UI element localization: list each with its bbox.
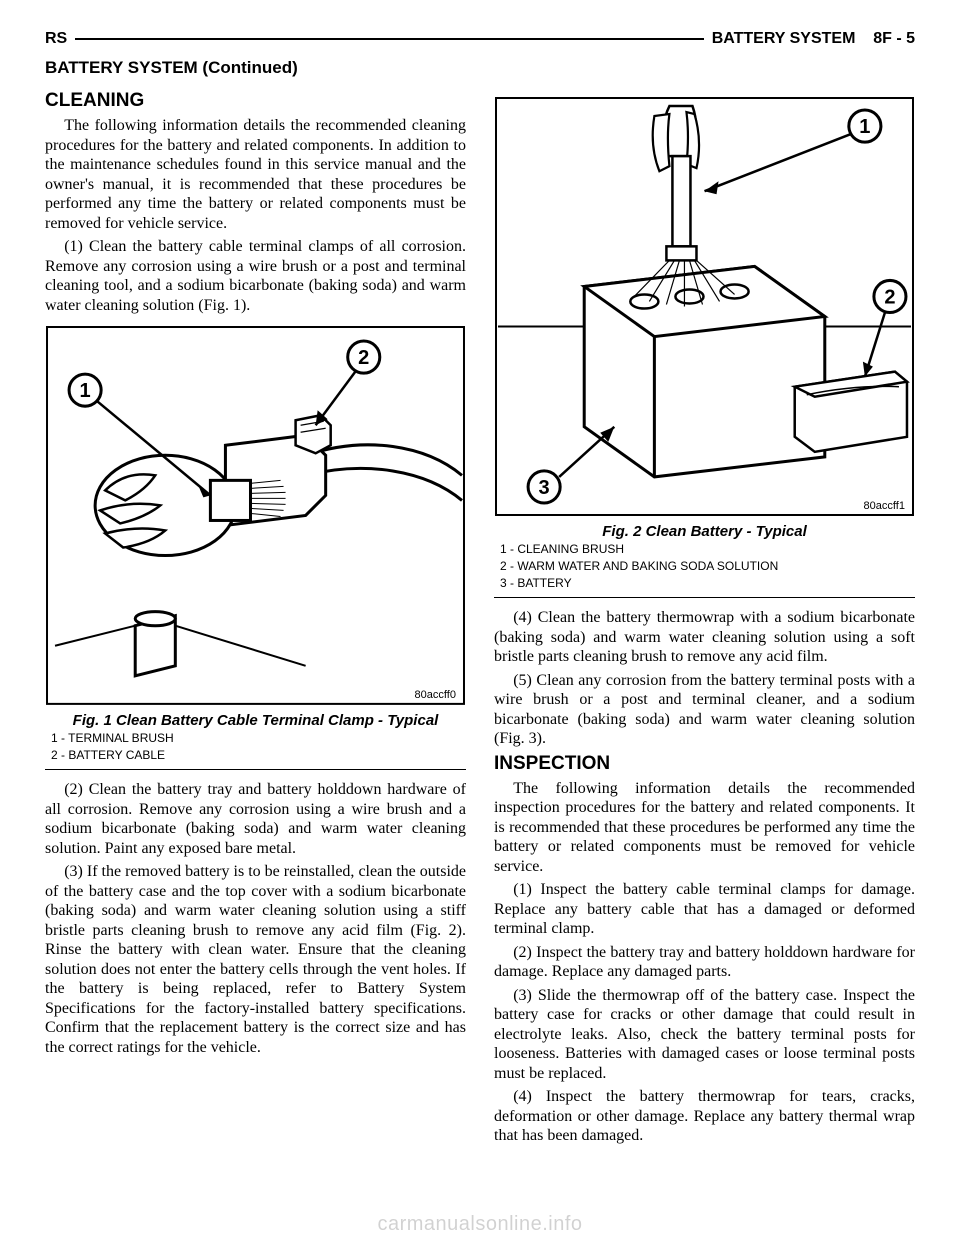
cleaning-heading: CLEANING: [45, 90, 466, 112]
figure-1: 1 2 80accff0 Fig. 1 Clean Battery Cable …: [45, 325, 466, 770]
header-left: RS: [45, 30, 67, 48]
figure-1-legend-2: 2 - BATTERY CABLE: [51, 748, 466, 763]
figure-1-caption: Fig. 1 Clean Battery Cable Terminal Clam…: [45, 712, 466, 729]
figure-2: 1 2 3 80accff1 Fig. 2 Clean Batt: [494, 96, 915, 598]
figure-rule: [45, 769, 466, 770]
svg-text:80accff0: 80accff0: [415, 689, 456, 701]
body-paragraph: (4) Inspect the battery thermowrap for t…: [494, 1087, 915, 1146]
svg-text:1: 1: [859, 116, 870, 138]
inspection-heading: INSPECTION: [494, 753, 915, 775]
body-paragraph: (2) Clean the battery tray and battery h…: [45, 780, 466, 858]
svg-text:3: 3: [539, 477, 550, 499]
svg-text:2: 2: [358, 347, 369, 369]
figure-2-caption: Fig. 2 Clean Battery - Typical: [494, 523, 915, 540]
body-paragraph: (3) If the removed battery is to be rein…: [45, 862, 466, 1057]
body-paragraph: (3) Slide the thermowrap off of the batt…: [494, 986, 915, 1084]
page-header: RS BATTERY SYSTEM 8F - 5: [45, 30, 915, 48]
figure-2-legend-2: 2 - WARM WATER AND BAKING SODA SOLUTION: [500, 559, 915, 574]
header-right: BATTERY SYSTEM 8F - 5: [712, 30, 915, 48]
figure-rule: [494, 597, 915, 598]
right-column: 1 2 3 80accff1 Fig. 2 Clean Batt: [494, 86, 915, 1150]
section-continued: BATTERY SYSTEM (Continued): [45, 58, 915, 78]
body-paragraph: The following information details the re…: [494, 779, 915, 877]
figure-2-legend-3: 3 - BATTERY: [500, 576, 915, 591]
watermark: carmanualsonline.info: [0, 1213, 960, 1236]
figure-1-legend-1: 1 - TERMINAL BRUSH: [51, 731, 466, 746]
svg-text:1: 1: [80, 380, 91, 402]
body-paragraph: (5) Clean any corrosion from the battery…: [494, 671, 915, 749]
figure-1-illustration: 1 2 80accff0: [45, 325, 466, 706]
body-paragraph: The following information details the re…: [45, 116, 466, 233]
body-paragraph: (4) Clean the battery thermowrap with a …: [494, 608, 915, 667]
body-paragraph: (2) Inspect the battery tray and battery…: [494, 943, 915, 982]
left-column: CLEANING The following information detai…: [45, 86, 466, 1150]
content-columns: CLEANING The following information detai…: [45, 86, 915, 1150]
header-rule: [75, 38, 703, 40]
svg-text:80accff1: 80accff1: [864, 500, 905, 512]
body-paragraph: (1) Clean the battery cable terminal cla…: [45, 237, 466, 315]
manual-page: RS BATTERY SYSTEM 8F - 5 BATTERY SYSTEM …: [0, 0, 960, 1242]
body-paragraph: (1) Inspect the battery cable terminal c…: [494, 880, 915, 939]
figure-2-illustration: 1 2 3 80accff1: [494, 96, 915, 517]
figure-2-legend-1: 1 - CLEANING BRUSH: [500, 542, 915, 557]
svg-text:2: 2: [884, 286, 895, 308]
